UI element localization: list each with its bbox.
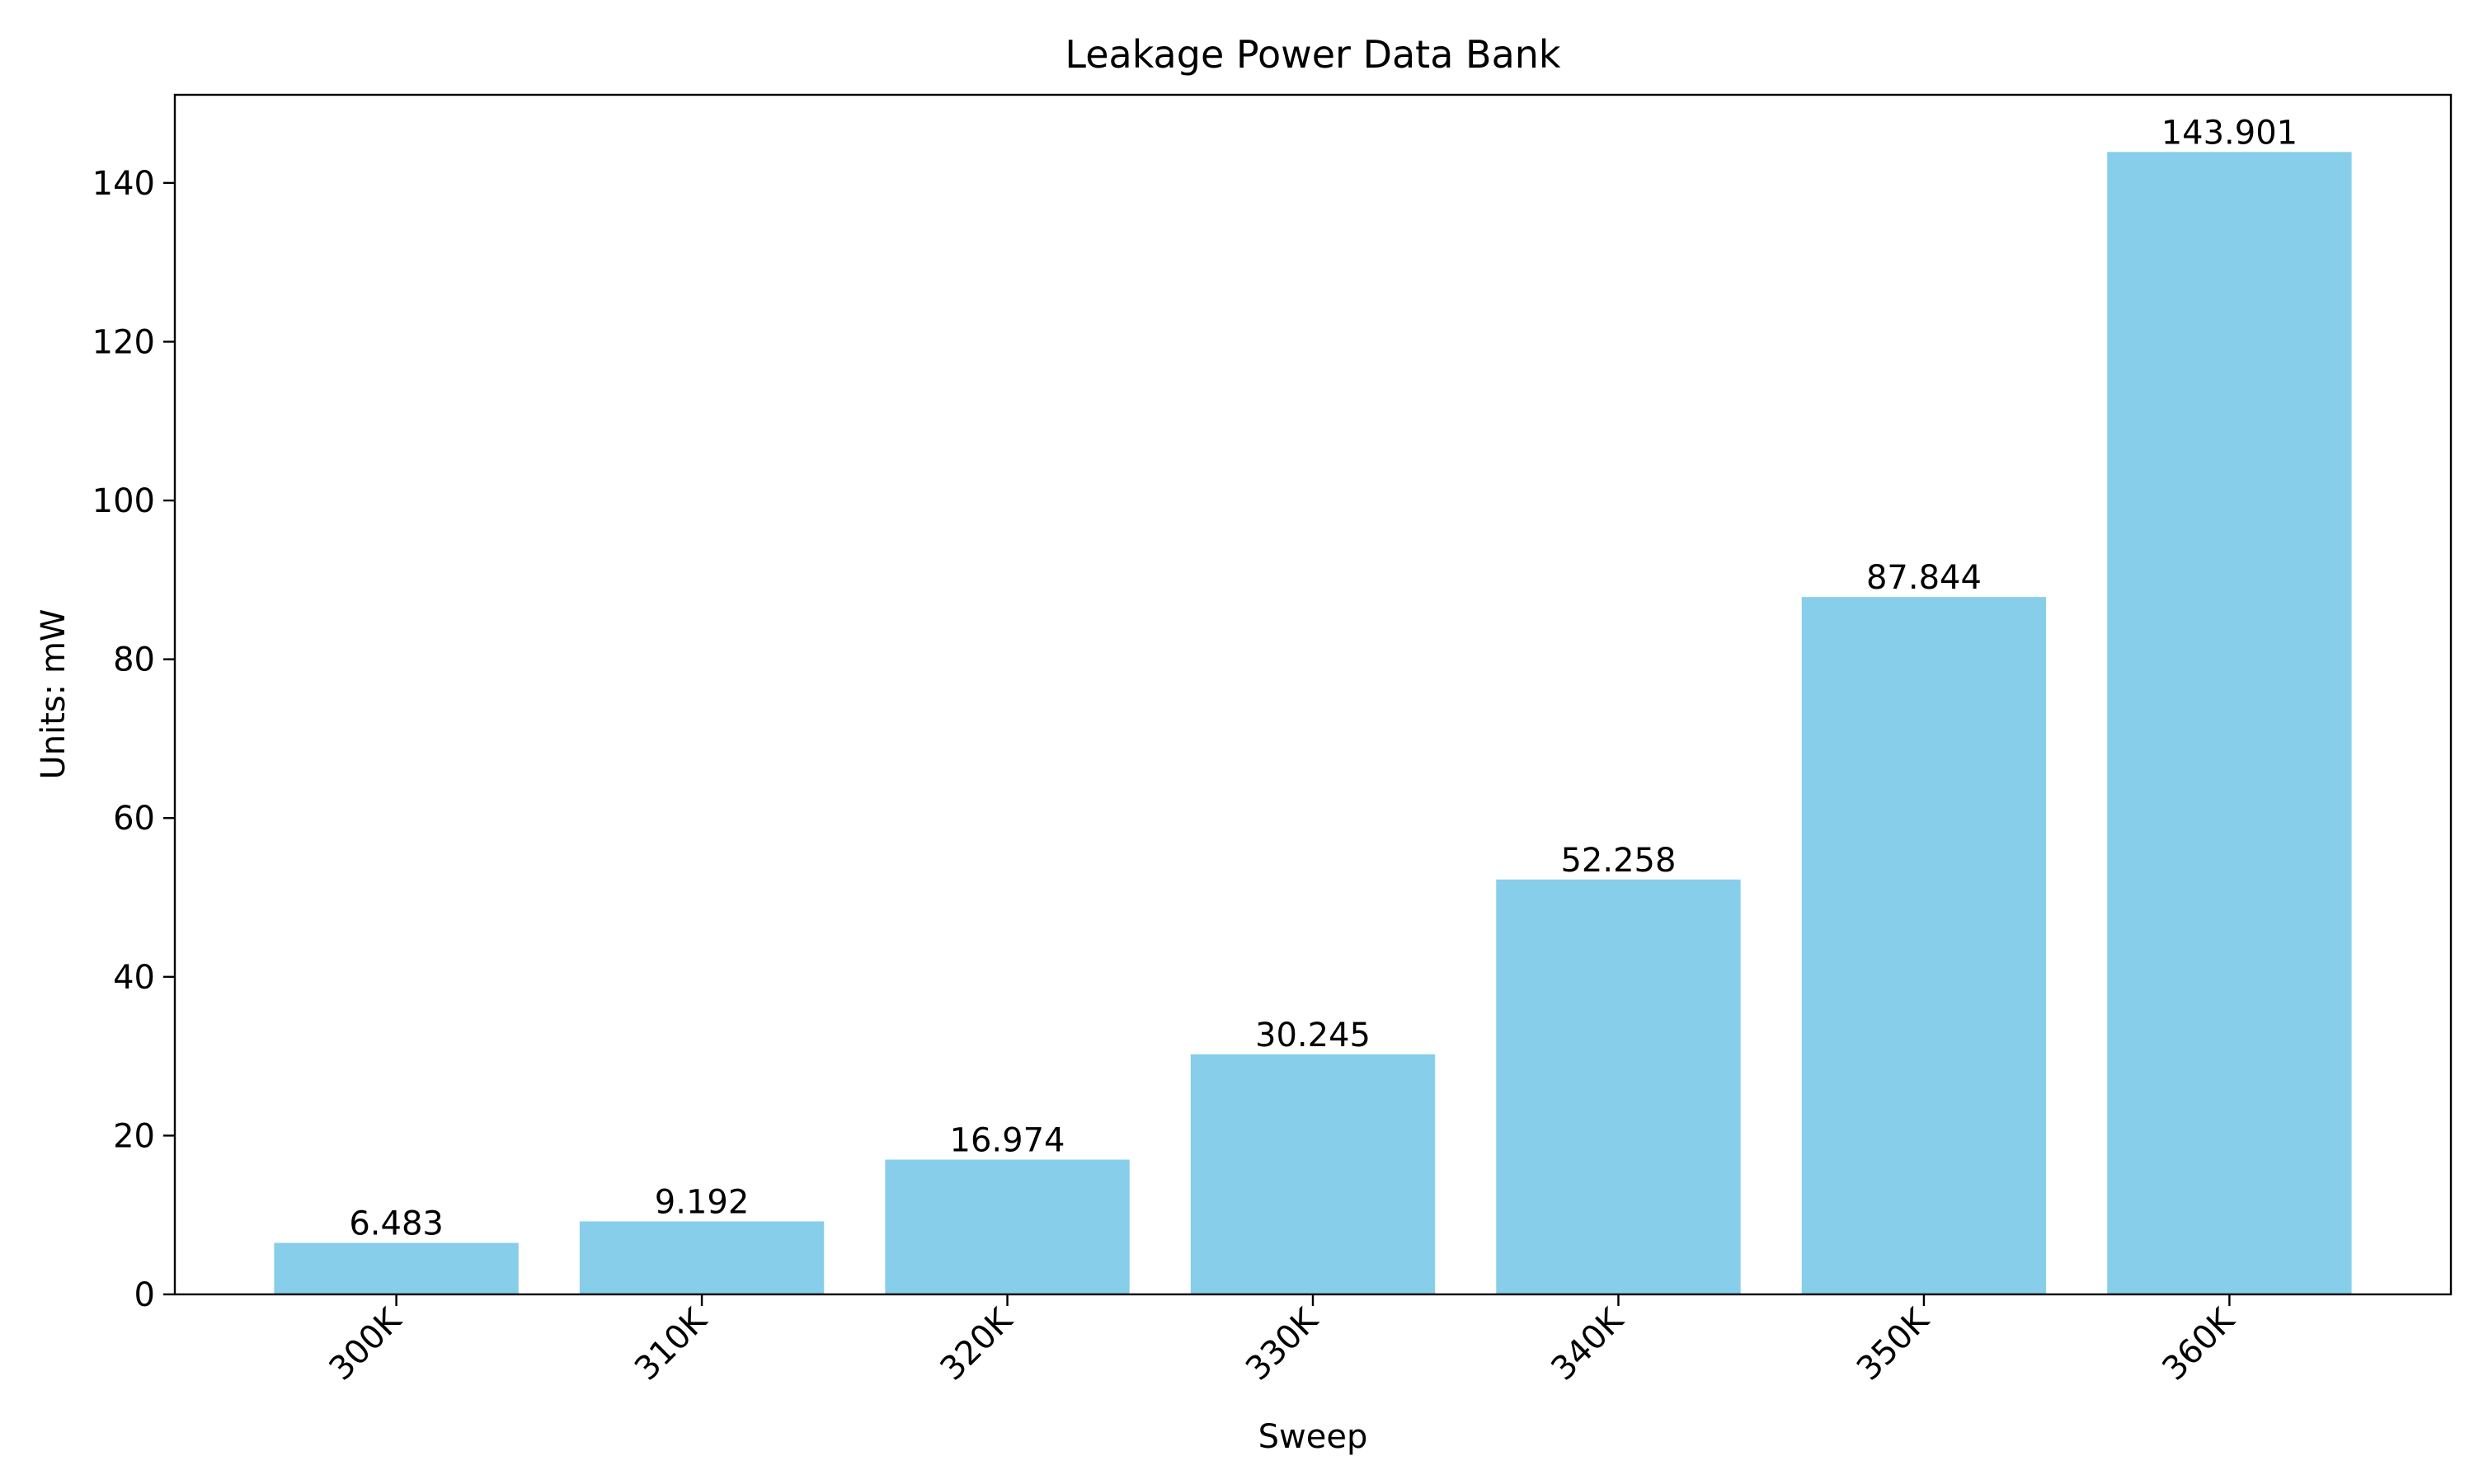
bar-300K	[274, 1242, 519, 1294]
value-labels-layer: 6.483 9.192 16.974 30.245 52.258 87.844 143.90…	[349, 114, 2298, 1242]
value-label-300K: 6.483	[349, 1205, 444, 1243]
x-axis-label: Sweep	[1258, 1418, 1368, 1456]
value-label-310K: 9.192	[655, 1183, 750, 1221]
value-label-340K: 52.258	[1560, 842, 1676, 880]
value-label-350K: 87.844	[1866, 559, 1982, 597]
bar-360K	[2107, 152, 2352, 1295]
bar-320K	[885, 1159, 1130, 1294]
bar-330K	[1190, 1054, 1436, 1294]
y-tick-label-140: 140	[92, 165, 155, 203]
y-tick-label-0: 0	[134, 1276, 155, 1314]
value-label-360K: 143.901	[2161, 114, 2298, 152]
bar-310K	[579, 1221, 825, 1294]
bars-layer	[274, 152, 2352, 1295]
y-tick-label-60: 60	[113, 800, 155, 838]
value-label-320K: 16.974	[950, 1122, 1065, 1160]
value-label-330K: 30.245	[1255, 1017, 1371, 1054]
y-axis: 0 20 40 60 80 100 120 140	[92, 165, 175, 1314]
y-tick-label-20: 20	[113, 1117, 155, 1155]
chart-title: Leakage Power Data Bank	[1065, 32, 1561, 77]
y-tick-label-120: 120	[92, 323, 155, 361]
bar-350K	[1801, 597, 2047, 1294]
bar-340K	[1496, 879, 1741, 1294]
y-tick-label-40: 40	[113, 959, 155, 997]
y-tick-label-80: 80	[113, 641, 155, 679]
y-tick-label-100: 100	[92, 482, 155, 520]
y-axis-label: Units: mW	[35, 609, 73, 780]
